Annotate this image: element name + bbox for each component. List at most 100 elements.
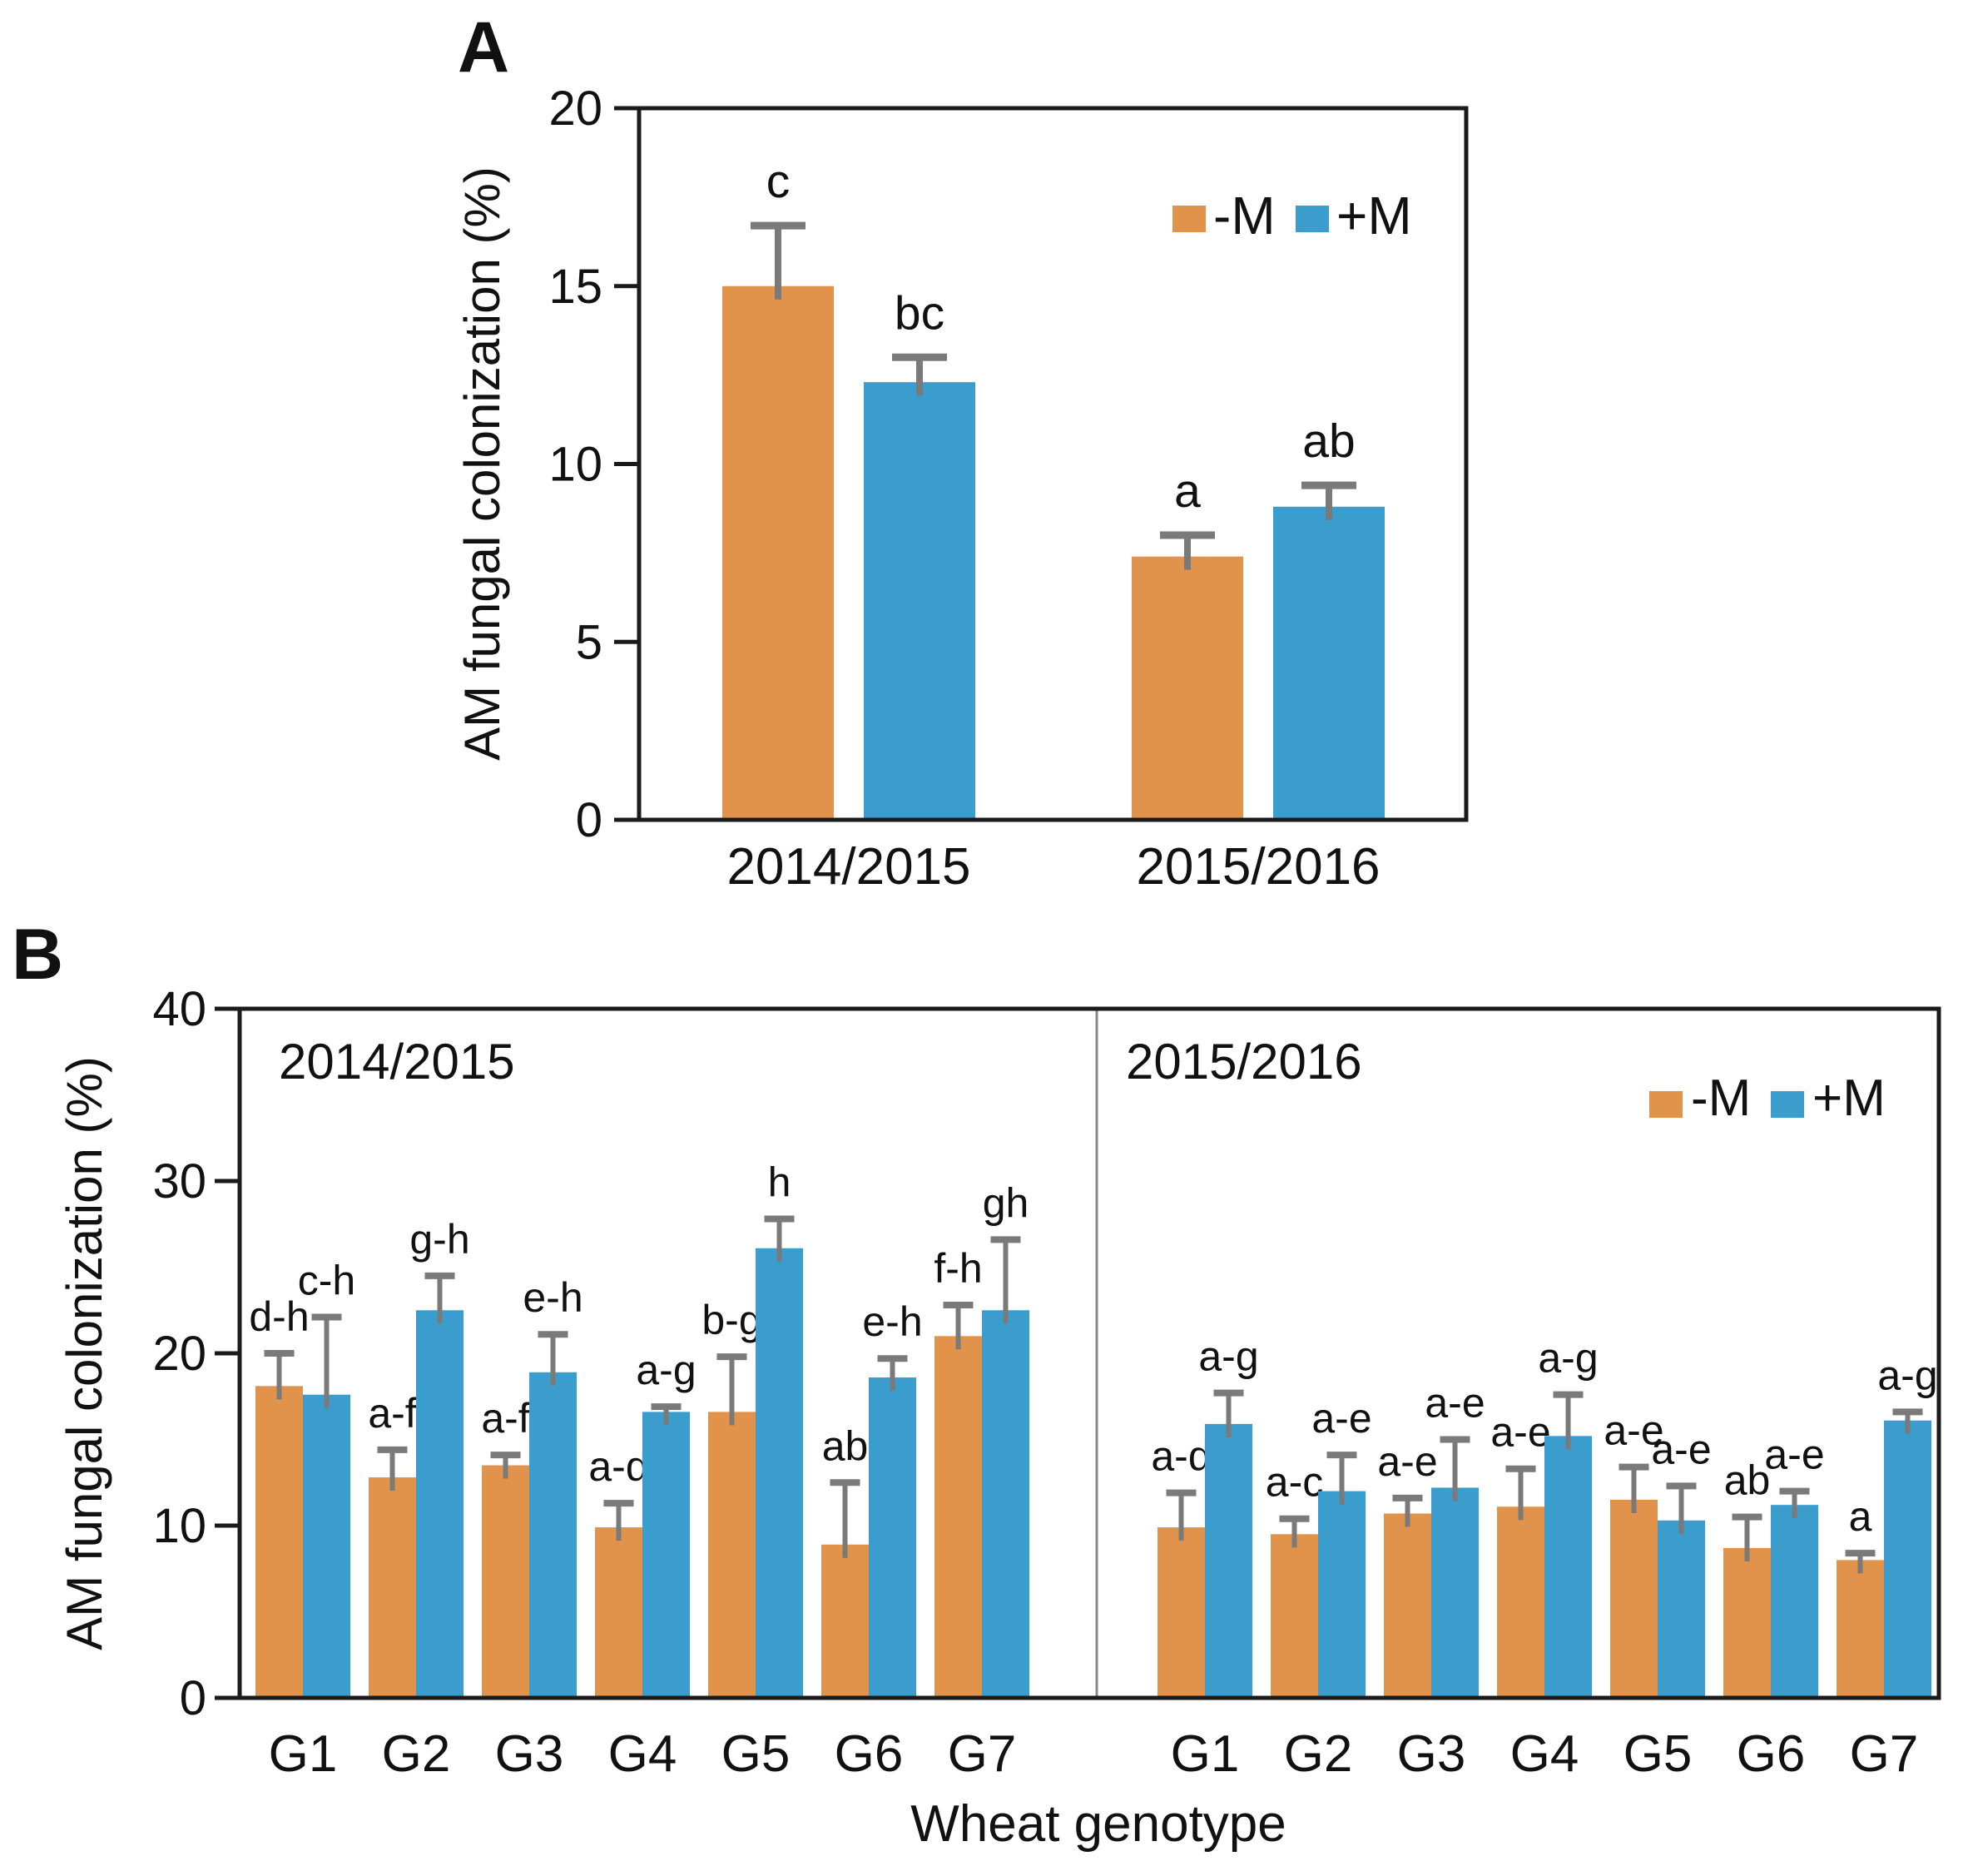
sig-letter-label: a-g [636, 1347, 696, 1393]
sig-letter-label: a-e [1764, 1432, 1824, 1478]
sig-letter-label: a-e [1604, 1407, 1663, 1454]
x-category-label: 2014/2015 [726, 838, 970, 896]
bar-plus-m [416, 1310, 463, 1698]
sig-letter-label: bc [895, 286, 944, 340]
sig-letter-label: a-d [588, 1443, 648, 1490]
panel-b-label: B [12, 915, 64, 995]
y-tick-label: 20 [548, 82, 602, 136]
x-category-label: G1 [1171, 1725, 1240, 1783]
sig-letter-label: ab [822, 1422, 869, 1469]
bar-plus-m [1431, 1487, 1479, 1698]
bar-minus-m [708, 1412, 756, 1698]
y-tick-label: 30 [152, 1154, 206, 1208]
bar-plus-m [756, 1248, 803, 1698]
sig-letter-label: a-g [1877, 1352, 1937, 1398]
panel-a-chart: c bc 2014/2015 a ab 2015/2016 0 5 10 15 20 AM funga… [454, 82, 1469, 896]
sig-letter-label: a [1849, 1493, 1872, 1540]
sig-letter-label: e-h [523, 1274, 582, 1321]
sig-letter-label: e-h [862, 1298, 922, 1345]
bar-plus-m [1884, 1420, 1931, 1698]
x-category-label: G4 [1510, 1725, 1579, 1783]
x-category-label: 2015/2016 [1136, 838, 1380, 896]
panel-b-chart: d-hc-h G1 a-f g-h G2 a-f e-h G3 a-d a-g G4 b-g h G5 ab… [57, 982, 1941, 1853]
y-tick-label: 20 [152, 1327, 206, 1381]
bar-minus-m [1158, 1527, 1205, 1698]
y-tick-label: 0 [576, 793, 602, 847]
bar-minus-m [1271, 1534, 1318, 1698]
legend-swatch-plus-m [1296, 206, 1329, 232]
bar-minus-m [369, 1477, 416, 1698]
bar-minus-m [821, 1544, 869, 1698]
legend-swatch-plus-m [1771, 1091, 1804, 1118]
sig-letter-label: a-e [1311, 1395, 1371, 1442]
y-tick-label: 40 [152, 982, 206, 1036]
year-label: 2015/2016 [1126, 1034, 1362, 1089]
sig-letter-label: c [766, 155, 791, 208]
panel-a-label: A [458, 7, 510, 87]
sig-letter-label: h [768, 1159, 791, 1206]
bar-plus-m [1318, 1491, 1366, 1698]
bar-plus-m [1771, 1505, 1818, 1698]
bar-minus-m [722, 285, 834, 820]
x-category-label: G6 [835, 1725, 904, 1783]
x-category-label: G6 [1737, 1725, 1806, 1783]
bar-minus-m [595, 1527, 642, 1698]
sig-letter-label: a-e [1377, 1438, 1437, 1485]
y-tick-label: 10 [548, 438, 602, 492]
bar-minus-m [1384, 1513, 1431, 1698]
sig-letter-label: ab [1302, 414, 1355, 468]
bar-plus-m [864, 382, 975, 820]
bar-plus-m [982, 1310, 1029, 1698]
y-axis-title: AM fungal colonization (%) [454, 166, 510, 761]
y-tick-label: 5 [576, 615, 602, 669]
bar-plus-m [869, 1377, 916, 1698]
x-category-label: G3 [1397, 1725, 1466, 1783]
sig-letter-label: f-h [934, 1245, 982, 1292]
legend-label-minus-m: -M [1691, 1070, 1751, 1127]
y-tick-label: 0 [180, 1671, 206, 1725]
sig-letter-label: a-g [1538, 1335, 1598, 1382]
bar-minus-m [1132, 556, 1243, 820]
sig-letter-label: c-h [298, 1258, 355, 1304]
bar-minus-m [1837, 1560, 1884, 1698]
year-label: 2014/2015 [279, 1034, 515, 1089]
x-category-label: G2 [1284, 1725, 1353, 1783]
legend-label-minus-m: -M [1213, 186, 1276, 246]
x-category-label: G2 [382, 1725, 451, 1783]
x-category-label: G1 [269, 1725, 338, 1783]
bar-plus-m [1273, 506, 1385, 820]
sig-letter-label: a [1174, 464, 1201, 518]
legend-swatch-minus-m [1649, 1091, 1683, 1118]
bar-plus-m [642, 1412, 690, 1698]
x-axis-title: Wheat genotype [910, 1795, 1286, 1853]
sig-letter-label: b-g [701, 1297, 761, 1343]
bar-plus-m [1205, 1423, 1252, 1698]
x-category-label: G4 [608, 1725, 677, 1783]
sig-letter-label: ab [1724, 1457, 1771, 1504]
sig-letter-label: gh [983, 1179, 1029, 1226]
sig-letter-label: a-e [1651, 1426, 1711, 1472]
bar-plus-m [1544, 1436, 1592, 1698]
bar-plus-m [1658, 1520, 1705, 1698]
sig-letter-label: a-f [368, 1390, 416, 1437]
sig-letter-label: a-g [1198, 1333, 1258, 1380]
y-tick-label: 10 [152, 1499, 206, 1553]
bar-minus-m [1610, 1499, 1658, 1698]
bar-plus-m [529, 1372, 577, 1698]
bar-minus-m [1723, 1547, 1771, 1698]
sig-letter-label: a-c [1266, 1459, 1323, 1506]
legend-label-plus-m: +M [1812, 1070, 1886, 1127]
y-tick-label: 15 [548, 260, 602, 314]
legend-swatch-minus-m [1172, 206, 1206, 232]
x-category-label: G3 [495, 1725, 564, 1783]
sig-letter-label: a-d [1151, 1433, 1211, 1480]
y-axis-title: AM fungal colonization (%) [57, 1056, 112, 1650]
x-category-label: G7 [1850, 1725, 1919, 1783]
bar-minus-m [482, 1465, 529, 1698]
x-category-label: G7 [948, 1725, 1017, 1783]
legend-label-plus-m: +M [1336, 186, 1412, 246]
bar-plus-m [303, 1394, 350, 1698]
sig-letter-label: g-h [409, 1216, 469, 1263]
bar-minus-m [255, 1386, 303, 1698]
